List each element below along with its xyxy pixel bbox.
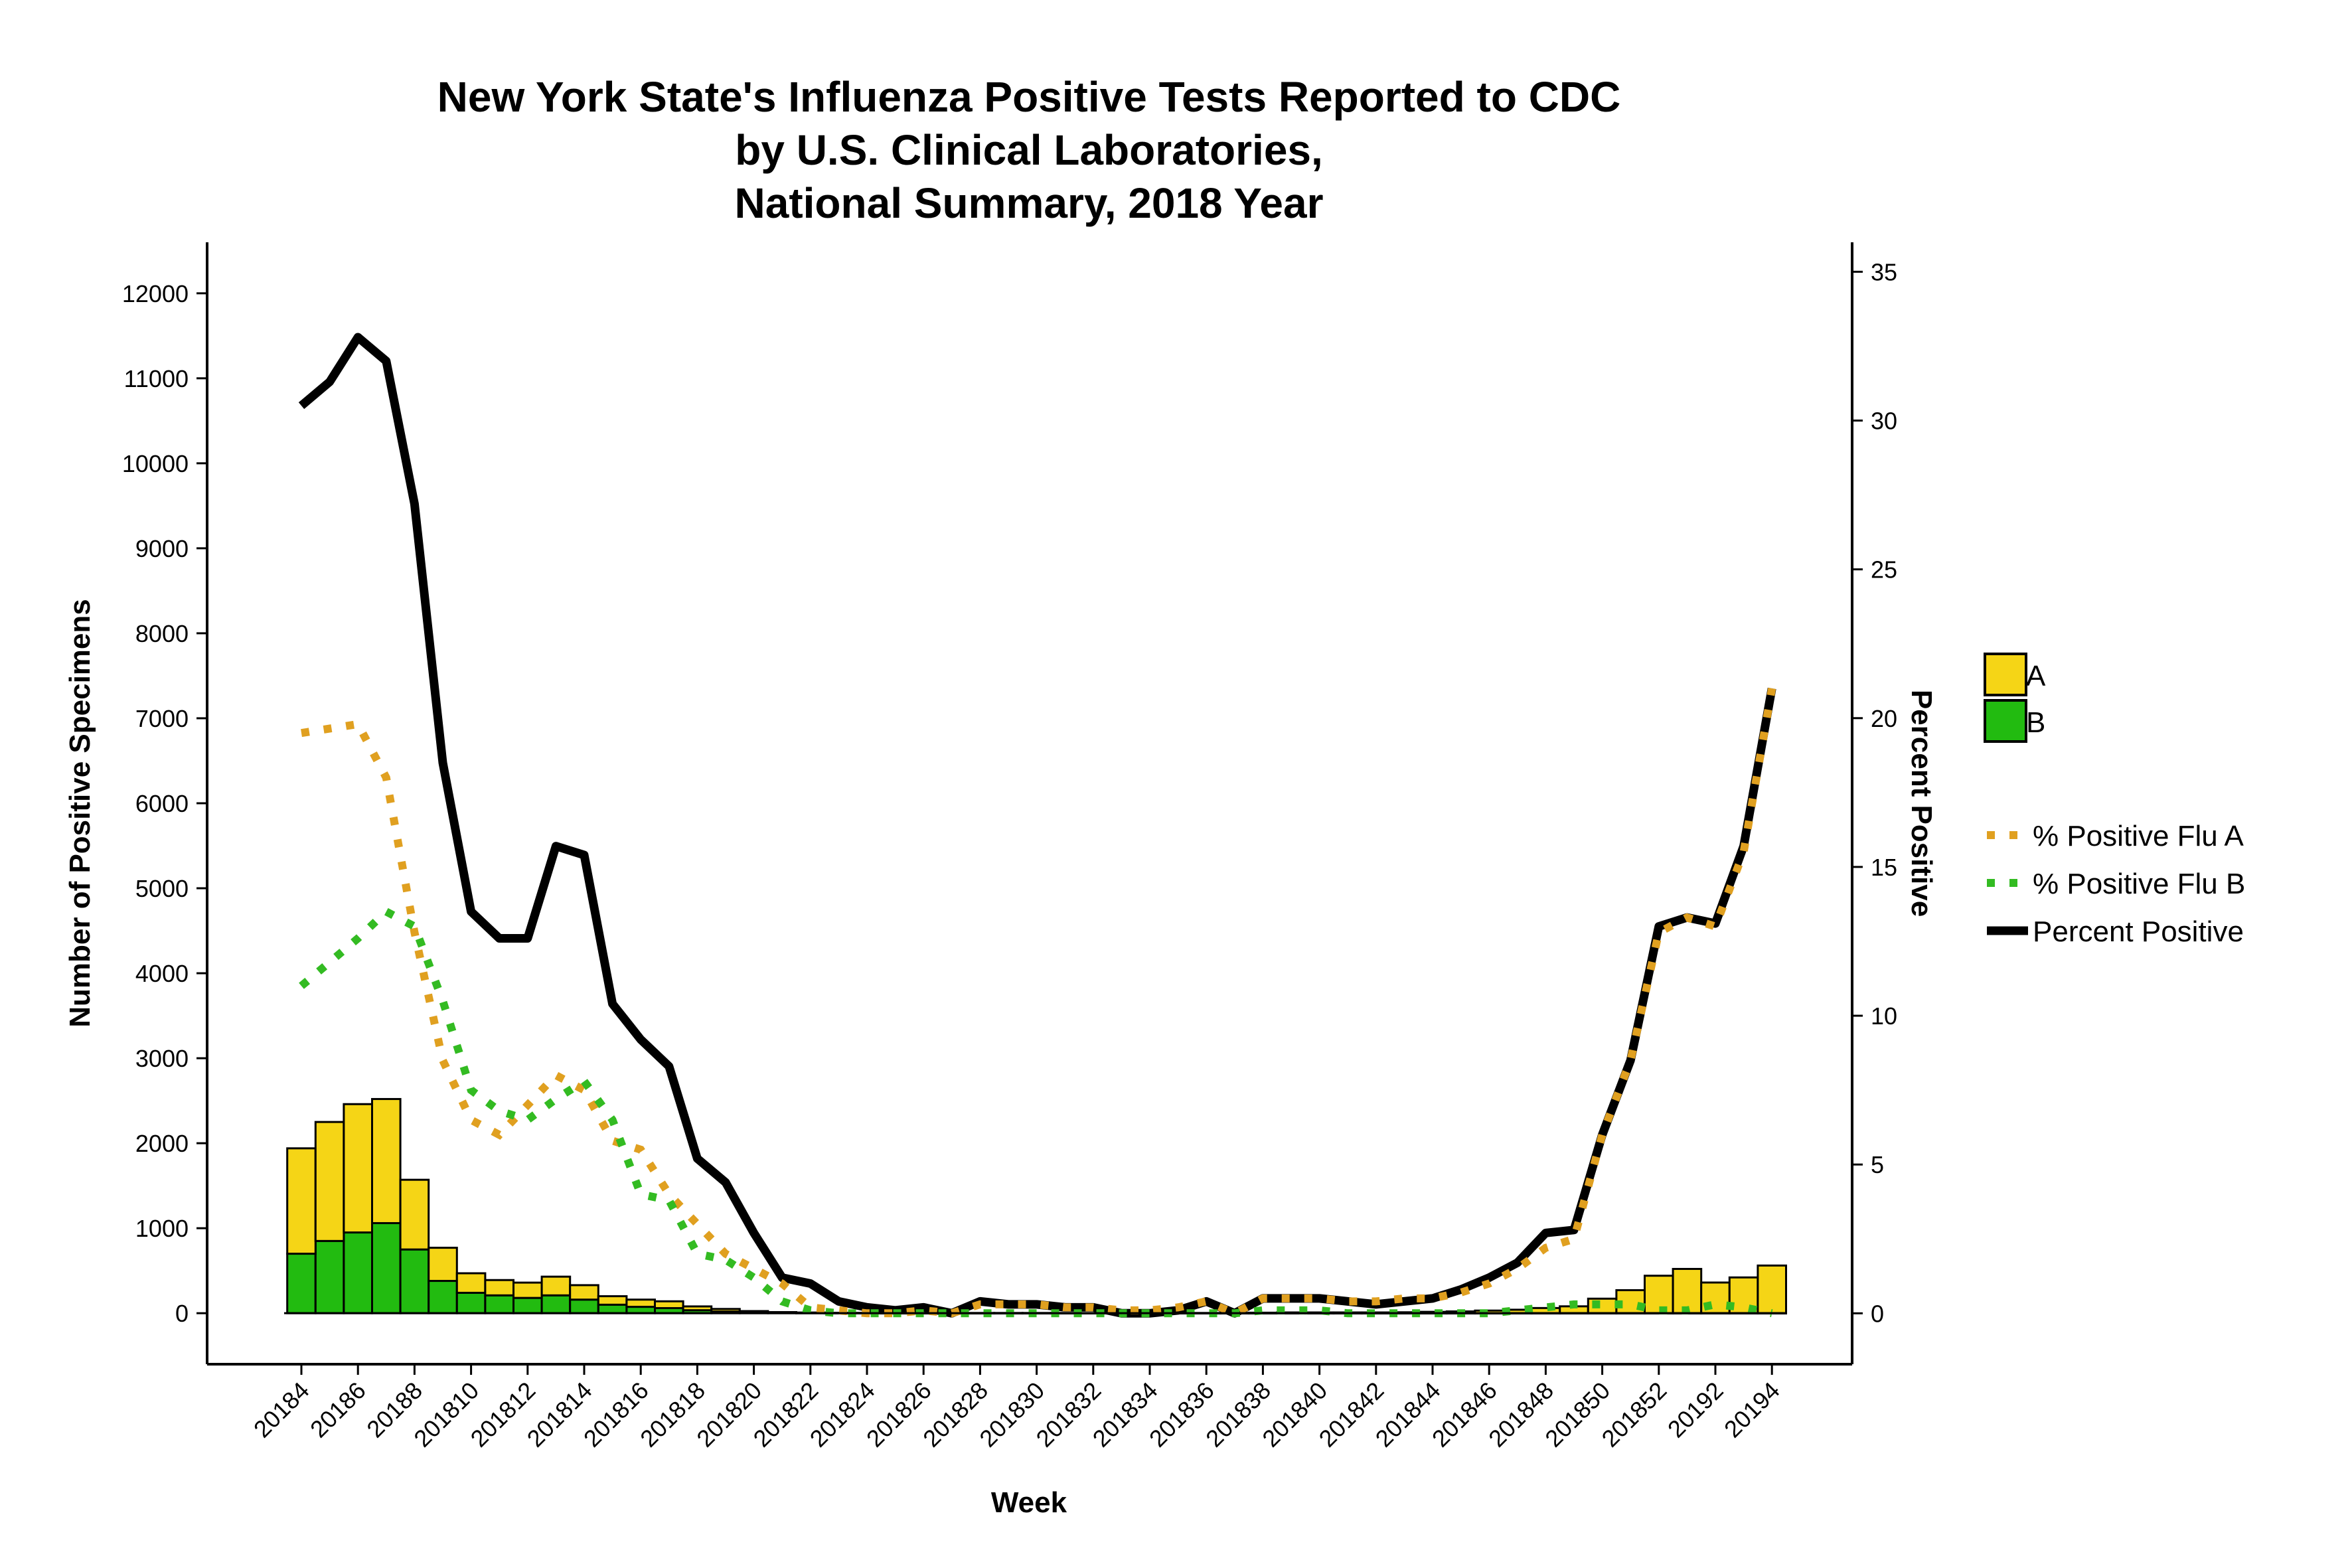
legend-label-b: B xyxy=(2026,706,2045,739)
x-tick-label-20194: 20194 xyxy=(1719,1377,1785,1443)
bar-b-20187 xyxy=(371,1221,402,1314)
bar-a-20187 xyxy=(371,1098,402,1224)
bar-a-20185 xyxy=(314,1121,345,1242)
legend-swatch-b xyxy=(1984,699,2027,743)
y2-tick-label-10: 10 xyxy=(1871,1002,1897,1030)
x-tick-label-201852: 201852 xyxy=(1597,1377,1672,1452)
y2-tick-label-20: 20 xyxy=(1871,705,1897,732)
y-tick-label-7000: 7000 xyxy=(135,705,189,732)
chart-title: New York State's Influenza Positive Test… xyxy=(437,73,1621,227)
legend-label-positive-flu-b: % Positive Flu B xyxy=(2033,868,2245,900)
legend: AB % Positive Flu A % Positive Flu B Percen… xyxy=(1984,653,2245,948)
bar-a-201820 xyxy=(738,1310,769,1314)
y-tick-label-6000: 6000 xyxy=(135,790,189,817)
series-line-positive-flu-b xyxy=(299,906,1773,1318)
y2-tick-label-0: 0 xyxy=(1871,1300,1884,1327)
y2-tick-label-30: 30 xyxy=(1871,408,1897,435)
y-tick-label-12000: 12000 xyxy=(122,280,189,307)
legend-label-a: A xyxy=(2026,660,2046,692)
series-line-percent-positive xyxy=(298,333,1776,1318)
x-tick-label-20184: 20184 xyxy=(248,1377,315,1443)
bar-b-20185 xyxy=(314,1239,345,1314)
bar-a-201811 xyxy=(484,1279,515,1296)
bar-b-201811 xyxy=(484,1294,515,1314)
chart-title-line-2: by U.S. Clinical Laboratories, xyxy=(735,126,1323,174)
bar-a-20188 xyxy=(399,1178,430,1251)
bar-a-201816 xyxy=(625,1298,657,1308)
y2-axis-title: Percent Positive xyxy=(1905,690,1938,917)
bar-a-201815 xyxy=(597,1295,628,1306)
bar-a-201819 xyxy=(710,1308,741,1313)
y2-tick-label-35: 35 xyxy=(1871,258,1897,285)
y-tick-label-5000: 5000 xyxy=(135,875,189,902)
bar-b-201814 xyxy=(569,1298,599,1314)
bar-a-201814 xyxy=(569,1284,599,1301)
legend-label-percent-positive: Percent Positive xyxy=(2033,915,2244,948)
bar-a-201818 xyxy=(682,1305,713,1312)
bar-b-201810 xyxy=(455,1291,487,1314)
bar-b-20184 xyxy=(286,1253,317,1314)
y-tick-label-9000: 9000 xyxy=(135,535,189,562)
bar-a-20189 xyxy=(428,1247,458,1283)
legend-label-positive-flu-a: % Positive Flu A xyxy=(2033,820,2244,852)
series-line-positive-flu-a xyxy=(301,687,1776,1318)
bar-b-20188 xyxy=(399,1248,430,1314)
y2-tick-label-15: 15 xyxy=(1871,854,1897,881)
lines-layer xyxy=(298,333,1776,1318)
bars-layer xyxy=(286,1098,1787,1315)
y-tick-label-10000: 10000 xyxy=(122,450,189,477)
bar-b-201812 xyxy=(512,1296,543,1314)
y-tick-label-11000: 11000 xyxy=(124,365,189,392)
bar-a-201817 xyxy=(654,1300,684,1309)
y-tick-label-1000: 1000 xyxy=(135,1215,189,1242)
y-tick-label-2000: 2000 xyxy=(135,1130,189,1157)
bar-a-201813 xyxy=(540,1275,572,1296)
bar-a-20194 xyxy=(1757,1264,1787,1314)
bar-b-201815 xyxy=(597,1303,628,1314)
x-tick-label-20186: 20186 xyxy=(305,1377,371,1443)
bar-b-20189 xyxy=(428,1280,458,1314)
chart-title-line-1: New York State's Influenza Positive Test… xyxy=(437,73,1621,121)
legend-swatch-a xyxy=(1984,653,2027,696)
y2-tick-label-5: 5 xyxy=(1871,1151,1884,1178)
y-axis-title: Number of Positive Specimens xyxy=(64,599,96,1028)
bar-a-201812 xyxy=(512,1281,543,1299)
bar-a-201810 xyxy=(455,1272,487,1294)
bar-b-201813 xyxy=(540,1294,572,1314)
y-tick-label-8000: 8000 xyxy=(135,620,189,647)
y-tick-label-4000: 4000 xyxy=(135,960,189,987)
y-tick-label-0: 0 xyxy=(175,1300,189,1327)
y-tick-label-3000: 3000 xyxy=(135,1045,189,1072)
y2-tick-label-25: 25 xyxy=(1871,556,1897,584)
bar-b-20186 xyxy=(343,1231,374,1314)
chart-title-line-3: National Summary, 2018 Year xyxy=(735,179,1324,227)
bar-a-201852 xyxy=(1644,1275,1674,1314)
bar-a-20184 xyxy=(286,1147,317,1255)
x-tick-label-20192: 20192 xyxy=(1662,1377,1729,1443)
x-axis-title: Week xyxy=(991,1486,1067,1519)
bar-a-20186 xyxy=(343,1103,374,1234)
